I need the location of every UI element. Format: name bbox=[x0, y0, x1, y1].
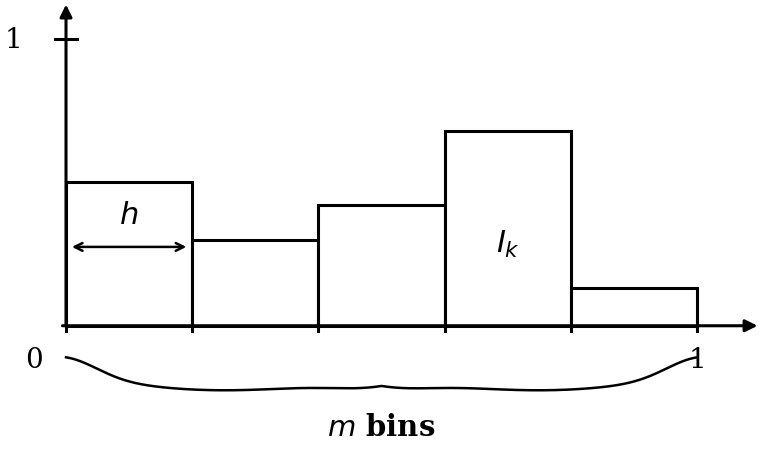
Bar bbox=[66, 183, 192, 326]
Text: 1: 1 bbox=[4, 27, 22, 53]
Text: $m$ bins: $m$ bins bbox=[328, 412, 436, 441]
Bar bbox=[571, 289, 698, 326]
Text: $h$: $h$ bbox=[120, 199, 138, 230]
Text: 1: 1 bbox=[688, 346, 706, 373]
Bar bbox=[318, 206, 445, 326]
Text: 0: 0 bbox=[26, 346, 43, 373]
Text: $I_k$: $I_k$ bbox=[496, 229, 520, 260]
Bar bbox=[445, 132, 571, 326]
Bar bbox=[192, 240, 318, 326]
